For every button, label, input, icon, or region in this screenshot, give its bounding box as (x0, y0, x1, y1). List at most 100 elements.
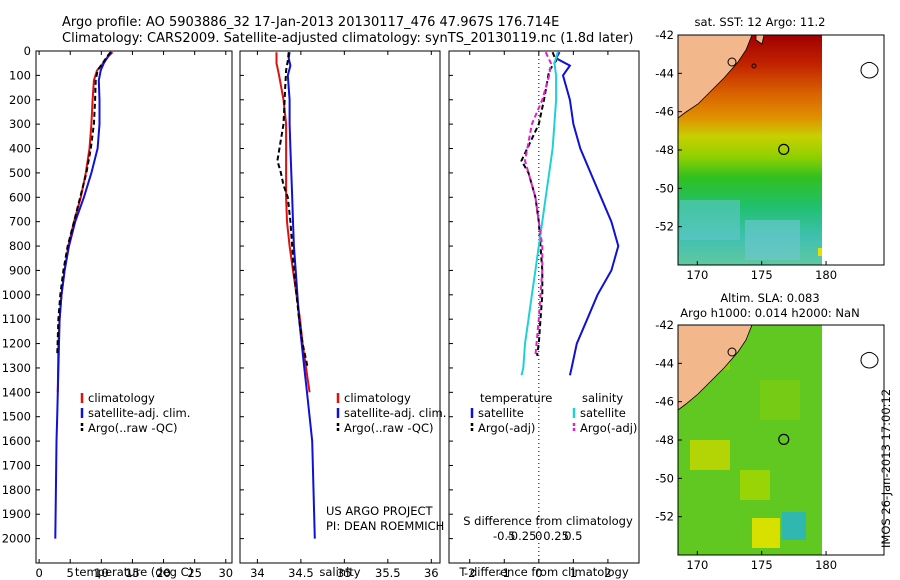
map-x-tick-label: 180 (815, 268, 837, 282)
x-tick-label: 1 (570, 566, 577, 580)
map-y-tick-label: -50 (655, 181, 674, 195)
difference-panel: -2 -1 0 1 2 -0.5-0.250 0.250.5 T difference f… (448, 50, 640, 580)
salinity-panel: 34 34.5 35 35.5 36 salinity climatologysatel… (239, 50, 446, 580)
sla-patch-2 (760, 380, 800, 420)
sla-patch-3 (690, 440, 730, 470)
depth-tick-label: 400 (9, 142, 31, 156)
depth-tick-label: 0 (24, 44, 31, 58)
x-tick-label: -1 (499, 566, 510, 580)
map-y-tick-label: -46 (655, 105, 674, 119)
sla-small-circle (727, 347, 737, 357)
depth-tick-label: 200 (9, 93, 31, 107)
sst-land-islet (755, 35, 765, 45)
series-line-argo-raw-qc- (56, 51, 112, 356)
sla-patch-4 (740, 470, 770, 500)
series-line-satellite-adj-clim- (54, 51, 113, 539)
depth-tick-label: 1300 (2, 361, 31, 375)
legend-label: satellite-adj. clim. (344, 406, 446, 420)
temperature-panel: 0100200300400500600700800900100011001200… (2, 44, 453, 580)
header-line-1: Argo profile: AO 5903886_32 17-Jan-2013 … (62, 15, 559, 30)
generation-timestamp: IMOS 26-Jan-2013 17:00:12 (879, 389, 893, 548)
depth-tick-label: 600 (9, 190, 31, 204)
legend-label: Argo(..raw -QC) (88, 421, 178, 435)
map-x-tick-label: 175 (751, 558, 773, 572)
depth-tick-label: 1900 (2, 507, 31, 521)
map-y-tick-label: -48 (655, 143, 674, 157)
map-y-tick-label: -48 (655, 433, 674, 447)
series-line-satellite (520, 51, 559, 376)
depth-tick-label: 100 (9, 68, 31, 82)
sst-edge-pixel (818, 248, 822, 256)
sst-small-circle-2 (751, 63, 757, 69)
series-line-satellite (554, 51, 620, 376)
map-y-tick-label: -44 (655, 356, 674, 370)
depth-tick-label: 1100 (2, 312, 31, 326)
legend-label: satellite (580, 406, 626, 420)
legend-label: Argo(-adj) (580, 421, 637, 435)
map-y-tick-label: -50 (655, 471, 674, 485)
map-y-tick-label: -46 (655, 395, 674, 409)
salinity-axes-frame (239, 50, 441, 564)
x-tick-label: 5 (67, 566, 74, 580)
legend-label: satellite-adj. clim. (88, 406, 190, 420)
series-line-argo-adj- (523, 51, 552, 356)
x-tick-label: 35 (337, 566, 352, 580)
sst-map-ticks: 170 175 180 -42 -44 -46 -48 -50 -52 (655, 28, 837, 282)
sst-argo-location-marker (778, 143, 790, 155)
s-diff-tick-label: -0.5 (493, 529, 515, 543)
header-line-2: Climatology: CARS2009. Satellite-adjuste… (62, 31, 634, 46)
s-difference-x-label: S difference from climatology (463, 514, 633, 528)
sst-land-mass (678, 35, 753, 119)
sst-cool-patch (680, 200, 740, 240)
x-tick-label: -2 (464, 566, 475, 580)
sla-map-panel: Altim. SLA: 0.083 Argo h1000: 0.014 h200… (655, 291, 885, 572)
x-tick-label: 30 (218, 566, 233, 580)
depth-tick-label: 1200 (2, 337, 31, 351)
map-y-tick-label: -42 (655, 318, 674, 332)
sla-patch-5 (752, 518, 780, 548)
map-y-tick-label: -44 (655, 66, 674, 80)
sst-chatham-island (860, 61, 879, 79)
series-line-climatology (56, 51, 114, 393)
temperature-axes-frame (35, 50, 233, 564)
depth-tick-label: 1800 (2, 483, 31, 497)
s-diff-tick-label: 0 (535, 529, 542, 543)
sla-map-ticks: 170 175 180 -42 -44 -46 -48 -50 -52 (655, 318, 837, 572)
sla-argo-location-marker (778, 433, 790, 445)
salinity-tick-labels: 34 34.5 35 35.5 36 (250, 51, 439, 580)
series-line-climatology (275, 52, 311, 393)
depth-tick-label: 1000 (2, 288, 31, 302)
sst-small-circle (727, 57, 737, 67)
depth-tick-label: 2000 (2, 532, 31, 546)
legend-header-salinity: salinity (582, 391, 623, 405)
salinity-series (275, 52, 316, 539)
depth-tick-label: 1700 (2, 458, 31, 472)
legend-label: Argo(..raw -QC) (344, 421, 434, 435)
series-line-argo-raw-qc- (276, 52, 309, 369)
depth-tick-labels: 0 100 200 300 400 500 600 700 800 900 1000 1100 1200… (2, 44, 453, 546)
map-x-tick-label: 170 (686, 268, 708, 282)
x-tick-label: 25 (187, 566, 202, 580)
depth-tick-label: 800 (9, 239, 31, 253)
x-tick-label: 35.5 (375, 566, 401, 580)
series-line-argo-adj- (520, 51, 558, 356)
legend-label: climatology (88, 391, 155, 405)
map-y-tick-label: -52 (655, 510, 674, 524)
difference-legend: temperature salinitysatelliteArgo(-adj)sa… (470, 391, 637, 435)
map-x-tick-label: 175 (751, 268, 773, 282)
temperature-series (54, 51, 114, 539)
map-y-tick-label: -52 (655, 220, 674, 234)
project-note: US ARGO PROJECT (326, 504, 434, 518)
sla-map-subtitle: Argo h1000: 0.014 h2000: NaN (680, 306, 859, 320)
difference-series (520, 51, 620, 376)
x-tick-label: 10 (94, 566, 109, 580)
s-difference-tick-labels: -0.5-0.250 0.250.5 (493, 529, 582, 543)
pi-note: PI: DEAN ROEMMICH (326, 519, 444, 533)
x-tick-label: 34.5 (288, 566, 314, 580)
sst-map-title: sat. SST: 12 Argo: 11.2 (695, 15, 826, 29)
depth-tick-label: 500 (9, 166, 31, 180)
s-diff-tick-label: 0.5 (564, 529, 582, 543)
sla-map-title: Altim. SLA: 0.083 (720, 291, 819, 305)
